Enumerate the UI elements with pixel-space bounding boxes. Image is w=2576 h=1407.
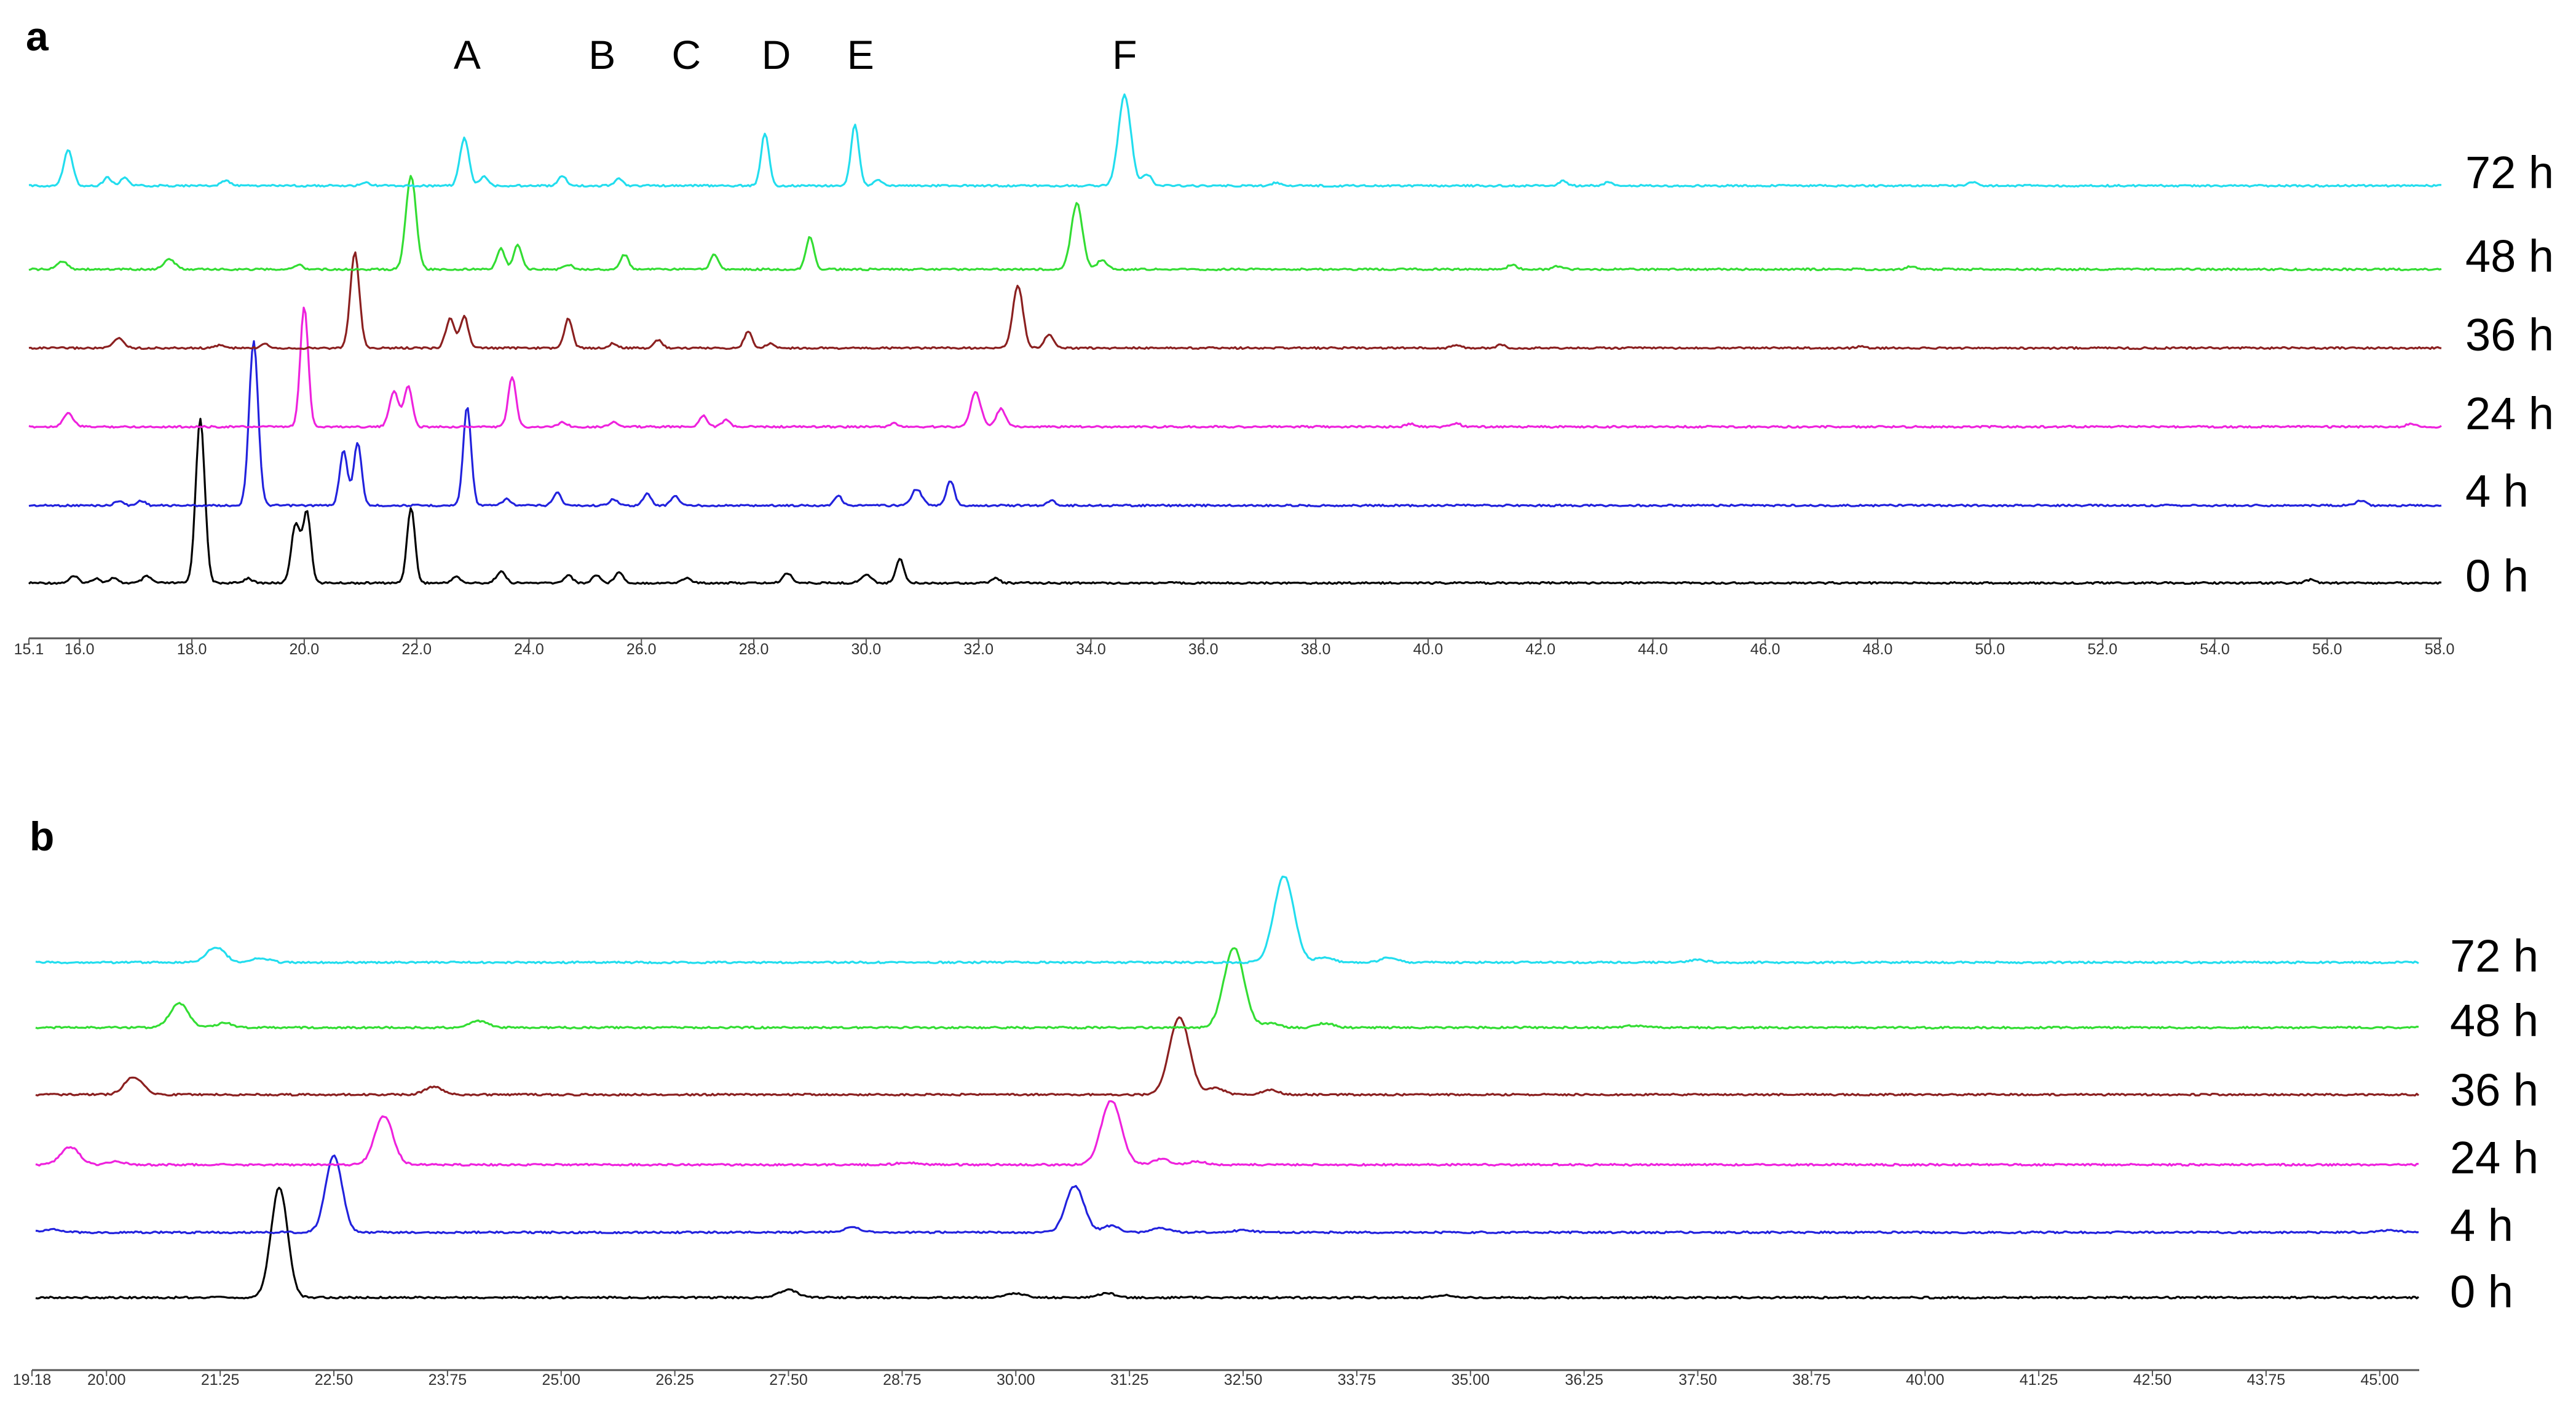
x-tick-label-45-00: 45.00 [2360,1371,2399,1389]
x-tick-label-26-0: 26.0 [626,641,657,658]
x-tick-label-42-50: 42.50 [2133,1371,2172,1389]
x-tick-label-38-75: 38.75 [1792,1371,1831,1389]
panel-a-traces [28,93,2442,585]
x-tick-label-52-0: 52.0 [2087,641,2117,658]
x-tick-label-36-0: 36.0 [1188,641,1219,658]
x-tick-label-42-0: 42.0 [1525,641,1555,658]
peak-label-a: A [454,32,481,77]
series-label-72-h: 72 h [2450,930,2538,981]
trace-4-h [35,1154,2419,1235]
x-tick-label-26-25: 26.25 [655,1371,694,1389]
x-tick-label-16-0: 16.0 [65,641,95,658]
trace-24-h [28,306,2442,429]
x-tick-label-31-25: 31.25 [1110,1371,1149,1389]
panel-a-letter: a [26,14,49,59]
x-tick-label-32-50: 32.50 [1224,1371,1263,1389]
trace-72-h [28,93,2442,188]
trace-48-h [35,947,2419,1030]
x-tick-label-32-0: 32.0 [963,641,994,658]
series-label-0-h: 0 h [2450,1266,2513,1317]
x-tick-label-23-75: 23.75 [429,1371,467,1389]
x-tick-label-46-0: 46.0 [1750,641,1780,658]
x-tick-label-28-0: 28.0 [739,641,769,658]
x-tick-label-56-0: 56.0 [2312,641,2342,658]
series-label-36-h: 36 h [2450,1064,2538,1116]
trace-24-h [35,1100,2419,1167]
x-tick-label-43-75: 43.75 [2247,1371,2286,1389]
peak-label-b: B [588,32,615,77]
x-tick-label-28-75: 28.75 [883,1371,922,1389]
panel-a-chart: A B C D E F 0 h 4 h 24 h 36 h 48 h 72 h 15.1 16.0 18… [14,32,2554,658]
panel-a-series-labels: 0 h 4 h 24 h 36 h 48 h 72 h [2465,147,2554,601]
x-tick-label-27-50: 27.50 [769,1371,808,1389]
x-tick-label-34-0: 34.0 [1076,641,1106,658]
x-tick-label-30-00: 30.00 [997,1371,1035,1389]
x-tick-label-30-0: 30.0 [851,641,882,658]
series-label-24-h: 24 h [2450,1132,2538,1183]
x-tick-label-22-50: 22.50 [315,1371,354,1389]
trace-4-h [28,340,2442,508]
x-tick-label-20-0: 20.0 [290,641,320,658]
x-tick-label-44-0: 44.0 [1638,641,1668,658]
trace-48-h [28,175,2442,272]
panel-b-traces [35,875,2420,1300]
series-label-72-h: 72 h [2465,147,2554,198]
x-tick-label-58-0: 58.0 [2425,641,2455,658]
trace-0-h [35,1186,2419,1300]
panel-a-x-ticks: 15.1 16.0 18.0 20.0 22.0 24.0 26.0 28.0 30.0 32.0… [14,638,2455,658]
x-tick-label-33-75: 33.75 [1338,1371,1377,1389]
x-tick-label-35-00: 35.00 [1451,1371,1490,1389]
trace-36-h [35,1016,2420,1097]
peak-label-f: F [1112,32,1137,77]
x-tick-label-50-0: 50.0 [1975,641,2005,658]
x-tick-label-19-18: 19.18 [13,1371,52,1389]
x-tick-label-38-0: 38.0 [1301,641,1331,658]
peak-label-d: D [762,32,791,77]
peak-label-c: C [672,32,701,77]
series-label-4-h: 4 h [2450,1200,2513,1251]
x-tick-label-37-50: 37.50 [1678,1371,1717,1389]
x-tick-label-40-00: 40.00 [1906,1371,1945,1389]
series-label-36-h: 36 h [2465,309,2554,360]
panel-b-letter: b [30,814,54,859]
x-tick-label-20-00: 20.00 [87,1371,126,1389]
x-tick-label-36-25: 36.25 [1565,1371,1603,1389]
x-tick-label-21-25: 21.25 [201,1371,240,1389]
peak-label-e: E [847,32,874,77]
series-label-0-h: 0 h [2465,550,2529,601]
x-tick-label-41-25: 41.25 [2020,1371,2058,1389]
panel-b-x-ticks: 19.18 20.00 21.25 22.50 23.75 25.00 26.25 27.50… [13,1370,2399,1389]
x-tick-label-25-00: 25.00 [542,1371,580,1389]
panel-a-peak-labels: A B C D E F [454,32,1137,77]
x-tick-label-48-0: 48.0 [1863,641,1893,658]
series-label-48-h: 48 h [2465,231,2554,282]
x-tick-label-24-0: 24.0 [514,641,544,658]
panel-b-chart: 0 h 4 h 24 h 36 h 48 h 72 h 19.18 20.00 21.25 22… [13,875,2538,1389]
series-label-24-h: 24 h [2465,388,2554,439]
x-tick-label-40-0: 40.0 [1413,641,1444,658]
panel-b-series-labels: 0 h 4 h 24 h 36 h 48 h 72 h [2450,930,2538,1317]
trace-0-h [28,418,2442,585]
series-label-48-h: 48 h [2450,995,2538,1046]
x-tick-label-15-1: 15.1 [14,641,44,658]
x-tick-label-22-0: 22.0 [401,641,432,658]
trace-36-h [28,251,2442,351]
x-tick-label-18-0: 18.0 [177,641,207,658]
series-label-4-h: 4 h [2465,466,2529,517]
trace-72-h [35,875,2419,965]
x-tick-label-54-0: 54.0 [2200,641,2230,658]
